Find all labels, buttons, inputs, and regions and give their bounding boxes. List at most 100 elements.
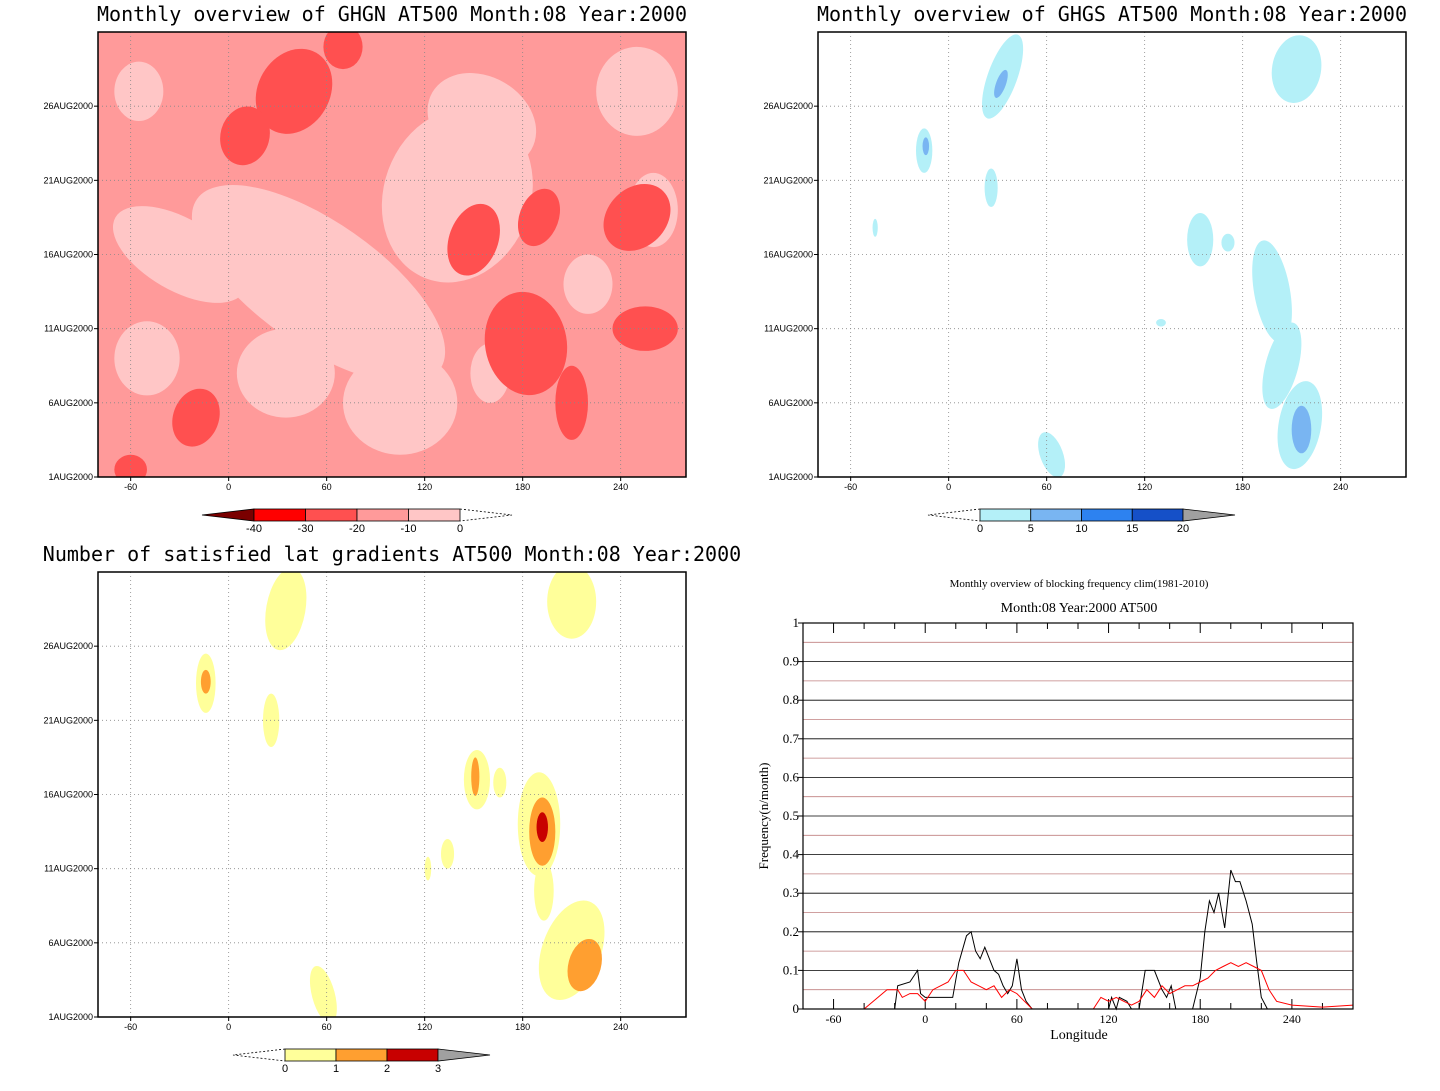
ghgn-cb-label-0: -40 bbox=[246, 523, 262, 535]
ghgn-region-14 bbox=[323, 32, 363, 70]
ghgn-cb-end-high bbox=[459, 508, 513, 522]
ghgn-xtick-4: 180 bbox=[515, 482, 530, 492]
lat-xtick-4: 180 bbox=[515, 1022, 530, 1032]
lat-cb-end-low bbox=[232, 1048, 286, 1062]
ghgn-contours bbox=[112, 32, 678, 477]
ghgn-region-0 bbox=[191, 185, 446, 384]
ghgn-title: Monthly overview of GHGN AT500 Month:08 … bbox=[97, 2, 687, 26]
ghgn-colorbar: -40 -30 -20 -10 0 bbox=[201, 508, 513, 535]
ghgn-xtick-2: 60 bbox=[322, 482, 332, 492]
ghgs-region-13 bbox=[872, 218, 878, 237]
ghgn-region-20 bbox=[555, 365, 589, 440]
freq-xtick-2: 60 bbox=[1011, 1012, 1023, 1026]
freq-xtick-1: 0 bbox=[922, 1012, 928, 1026]
freq-ytick-6: 0.6 bbox=[783, 769, 800, 784]
freq-subtitle: Month:08 Year:2000 AT500 bbox=[1001, 601, 1158, 616]
freq-ytick-3: 0.3 bbox=[783, 885, 799, 900]
ghgn-region-13 bbox=[220, 106, 270, 166]
ghgs-ytick-4: 21AUG2000 bbox=[763, 175, 813, 185]
ghgs-cb-seg-1 bbox=[1030, 508, 1082, 522]
ghgn-ytick-1: 6AUG2000 bbox=[48, 398, 93, 408]
lat-xtick-5: 240 bbox=[613, 1022, 628, 1032]
lat-colorbar: 0 1 2 3 bbox=[232, 1048, 491, 1075]
freq-ytick-8: 0.8 bbox=[783, 692, 799, 707]
ghgs-region-9 bbox=[1262, 322, 1302, 409]
ghgn-xtick-1: 0 bbox=[226, 482, 231, 492]
ghgs-xtick-2: 60 bbox=[1042, 482, 1052, 492]
ghgn-region-7 bbox=[596, 46, 678, 136]
ghgn-region-5 bbox=[112, 206, 247, 303]
ghgn-cb-seg-3 bbox=[408, 508, 461, 522]
ghgn-region-8 bbox=[114, 61, 164, 121]
lat-ytick-0: 1AUG2000 bbox=[48, 1012, 93, 1022]
ghgn-region-22 bbox=[114, 454, 147, 477]
panel-ghgn: Monthly overview of GHGN AT500 Month:08 … bbox=[43, 2, 687, 535]
lat-region-7 bbox=[493, 767, 507, 798]
ghgn-region-1 bbox=[236, 328, 335, 418]
freq-ytick-7: 0.7 bbox=[783, 731, 800, 746]
ghgn-cb-seg-2 bbox=[356, 508, 409, 522]
freq-ylabel: Frequency(n/month) bbox=[756, 763, 771, 870]
ghgs-region-11 bbox=[1291, 405, 1312, 454]
ghgn-ytick-3: 16AUG2000 bbox=[43, 250, 93, 260]
ghgs-region-6 bbox=[1187, 212, 1214, 267]
ghgn-xtick-3: 120 bbox=[417, 482, 432, 492]
lat-cb-end-high bbox=[437, 1048, 491, 1062]
ghgs-title: Monthly overview of GHGS AT500 Month:08 … bbox=[817, 2, 1407, 26]
lat-cb-seg-2 bbox=[386, 1048, 439, 1062]
ghgn-region-15 bbox=[447, 203, 500, 276]
ghgs-ytick-5: 26AUG2000 bbox=[763, 101, 813, 111]
lat-title: Number of satisfied lat gradients AT500 … bbox=[43, 542, 741, 566]
ghgn-cb-seg-0 bbox=[253, 508, 306, 522]
ghgs-region-5 bbox=[1271, 35, 1322, 103]
freq-xtick-3: 120 bbox=[1100, 1012, 1118, 1026]
freq-ytick-4: 0.4 bbox=[783, 847, 800, 862]
ghgs-cb-end-high bbox=[1182, 508, 1236, 522]
lat-xtick-3: 120 bbox=[417, 1022, 432, 1032]
lat-region-3 bbox=[262, 693, 280, 748]
lat-cb-label-3: 3 bbox=[435, 1063, 441, 1075]
ghgs-cb-label-4: 20 bbox=[1177, 523, 1189, 535]
lat-region-11 bbox=[441, 839, 455, 869]
lat-region-0 bbox=[265, 572, 307, 651]
ghgs-contours bbox=[872, 34, 1323, 477]
ghgn-region-4 bbox=[427, 73, 537, 169]
ghgs-ytick-3: 16AUG2000 bbox=[763, 250, 813, 260]
freq-ytick-9: 0.9 bbox=[783, 654, 799, 669]
ghgs-plot: -60 0 60 120 180 240 1AUG2000 6AUG2000 11AUG2000… bbox=[763, 31, 1407, 535]
ghgn-xtick-5: 240 bbox=[613, 482, 628, 492]
lat-cb-seg-1 bbox=[335, 1048, 388, 1062]
ghgs-colorbar: 0 5 10 15 20 bbox=[927, 508, 1236, 535]
ghgs-cb-label-0: 0 bbox=[977, 523, 983, 535]
freq-title: Monthly overview of blocking frequency c… bbox=[950, 578, 1209, 590]
ghgs-region-8 bbox=[1252, 240, 1292, 343]
ghgs-xtick-3: 120 bbox=[1137, 482, 1152, 492]
ghgn-region-21 bbox=[612, 306, 678, 351]
lat-region-12 bbox=[424, 856, 432, 881]
freq-xlabel: Longitude bbox=[1050, 1028, 1108, 1043]
lat-ytick-3: 16AUG2000 bbox=[43, 790, 93, 800]
lat-region-4 bbox=[547, 572, 597, 639]
ghgs-cb-seg-0 bbox=[979, 508, 1032, 522]
ghgn-xtick-0: -60 bbox=[124, 482, 137, 492]
ghgs-region-4 bbox=[984, 168, 998, 208]
ghgs-xtick-0: -60 bbox=[844, 482, 857, 492]
ghgs-region-3 bbox=[922, 137, 930, 156]
ghgn-ytick-0: 1AUG2000 bbox=[48, 472, 93, 482]
ghgs-cb-label-3: 15 bbox=[1126, 523, 1138, 535]
ghgn-cb-label-1: -30 bbox=[298, 523, 314, 535]
freq-ytick-0: 0 bbox=[793, 1001, 800, 1016]
lat-ytick-5: 26AUG2000 bbox=[43, 641, 93, 651]
lat-ytick-4: 21AUG2000 bbox=[43, 715, 93, 725]
ghgs-ytick-1: 6AUG2000 bbox=[768, 398, 813, 408]
lat-cb-seg-0 bbox=[284, 1048, 337, 1062]
ghgn-cb-label-3: -10 bbox=[401, 523, 417, 535]
lat-region-2 bbox=[200, 669, 211, 694]
ghgn-region-3 bbox=[343, 350, 458, 455]
ghgs-xtick-4: 180 bbox=[1235, 482, 1250, 492]
panel-ghgs: Monthly overview of GHGS AT500 Month:08 … bbox=[763, 2, 1407, 535]
freq-ytick-2: 0.2 bbox=[783, 924, 799, 939]
freq-ytick-5: 0.5 bbox=[783, 808, 799, 823]
ghgn-plot: -60 0 60 120 180 240 1AUG2000 6AUG2000 11AUG2000… bbox=[43, 31, 687, 535]
